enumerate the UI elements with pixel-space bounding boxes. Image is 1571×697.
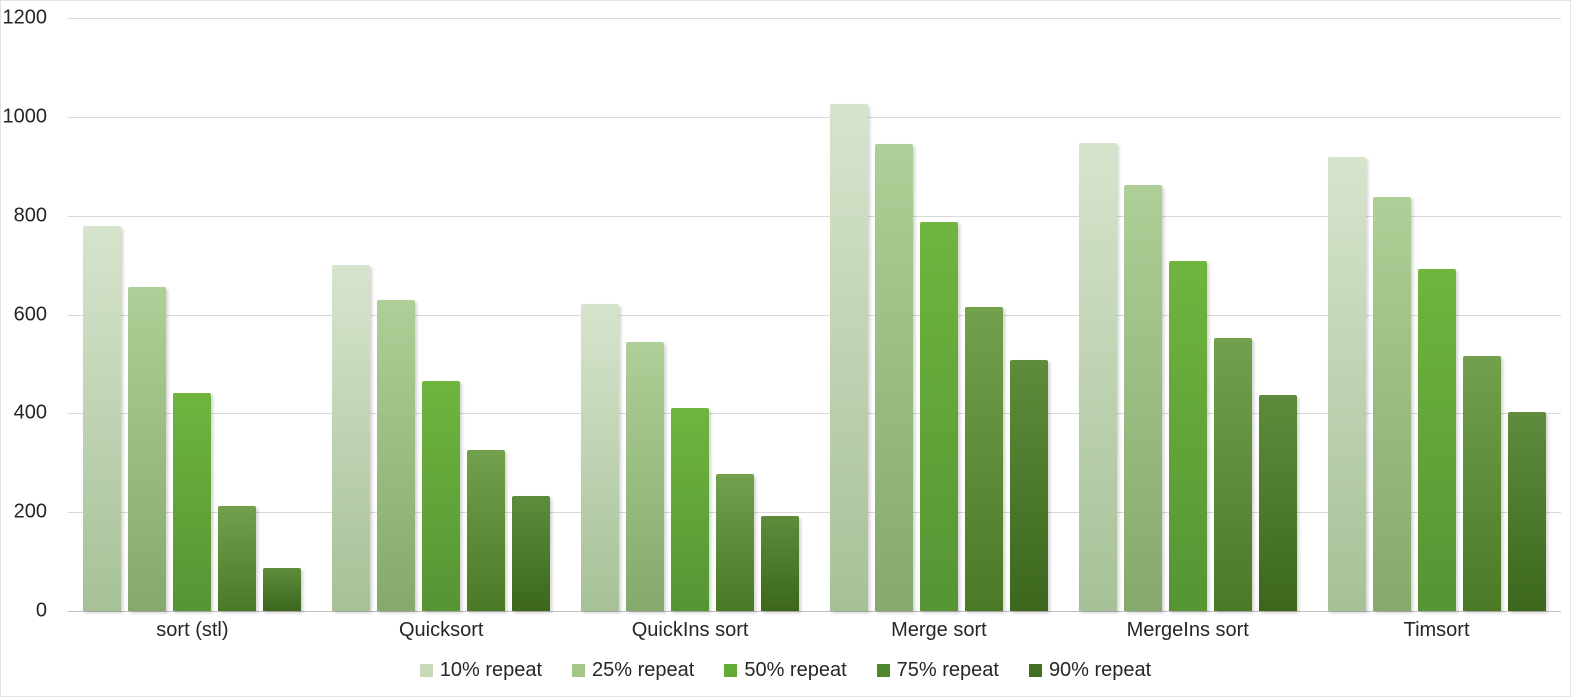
bar (671, 408, 710, 611)
legend-swatch-icon (724, 664, 738, 677)
bar (1258, 394, 1297, 611)
legend-label: 75% repeat (896, 659, 999, 681)
x-axis-category-label: MergeIns sort (1126, 619, 1249, 641)
legend-swatch-icon (1028, 664, 1042, 677)
bar (626, 341, 665, 611)
bar (467, 449, 506, 611)
gridline (68, 116, 1561, 118)
legend: 10% repeat 25% repeat 50% repeat 75% repeat… (1, 659, 1570, 682)
bar-group-quicksort (317, 18, 566, 611)
gridline (68, 18, 1561, 19)
bar (422, 381, 461, 611)
gridline (68, 314, 1561, 316)
bar (581, 303, 620, 611)
bar (1507, 411, 1546, 611)
bar (1462, 356, 1501, 611)
bar (377, 299, 416, 611)
y-axis-tick-label: 0 (35, 599, 47, 622)
bar (263, 567, 302, 611)
gridline (68, 215, 1561, 217)
bar-group-merge-sort (814, 18, 1063, 611)
x-axis: sort (stl) Quicksort QuickIns sort Merge so… (68, 619, 1561, 642)
y-axis-tick-label: 200 (13, 500, 47, 523)
bar (1327, 157, 1366, 611)
bar-group-quickins-sort (566, 18, 815, 611)
y-axis-tick-label: 1000 (2, 105, 48, 128)
gridline (68, 413, 1561, 415)
legend-item: 10% repeat (419, 659, 543, 682)
bar-group-mergeins-sort (1063, 18, 1312, 611)
bar (512, 495, 551, 611)
x-axis-category-label: Merge sort (891, 619, 987, 641)
y-axis-tick-label: 400 (13, 401, 47, 424)
legend-item: 90% repeat (1028, 659, 1152, 682)
legend-label: 10% repeat (439, 659, 543, 681)
bar (1078, 143, 1117, 611)
x-axis-category-label: sort (stl) (156, 619, 229, 641)
bar-group-sort-stl- (68, 18, 317, 611)
y-axis-tick-label: 800 (13, 204, 47, 227)
bar (218, 505, 257, 611)
x-axis-category-label: Quicksort (399, 619, 484, 641)
bar (128, 287, 167, 611)
legend-item: 25% repeat (572, 659, 694, 682)
legend-label: 50% repeat (744, 659, 847, 681)
legend-swatch-icon (876, 664, 890, 677)
bar (919, 221, 958, 611)
bar (829, 103, 868, 611)
legend-item: 50% repeat (724, 659, 847, 682)
bar (1417, 269, 1456, 611)
legend-label: 25% repeat (592, 659, 695, 681)
bar-group-timsort (1312, 18, 1561, 611)
plot-area (68, 18, 1561, 612)
bar (1213, 338, 1252, 611)
bar (1372, 196, 1411, 611)
bar (716, 474, 755, 611)
bar (1168, 261, 1207, 611)
bar (173, 393, 212, 611)
x-axis-category-label: QuickIns sort (631, 619, 749, 641)
legend-swatch-icon (572, 664, 586, 677)
x-axis-baseline (68, 611, 1561, 612)
legend-label: 90% repeat (1048, 659, 1152, 681)
y-axis-tick-label: 600 (13, 303, 47, 325)
bar (874, 144, 913, 611)
gridline (68, 512, 1561, 514)
legend-item: 75% repeat (876, 659, 999, 682)
bar (1123, 185, 1162, 611)
y-axis-tick-label: 1200 (2, 6, 48, 29)
bar (1009, 360, 1048, 611)
y-axis: 0 200 400 600 800 1000 1200 (1, 1, 57, 696)
bar (83, 225, 122, 611)
x-axis-category-label: Timsort (1403, 619, 1470, 641)
bar (332, 265, 371, 611)
bar (964, 306, 1003, 611)
bar (761, 515, 800, 611)
bar-groups (68, 18, 1561, 611)
legend-swatch-icon (419, 664, 433, 677)
